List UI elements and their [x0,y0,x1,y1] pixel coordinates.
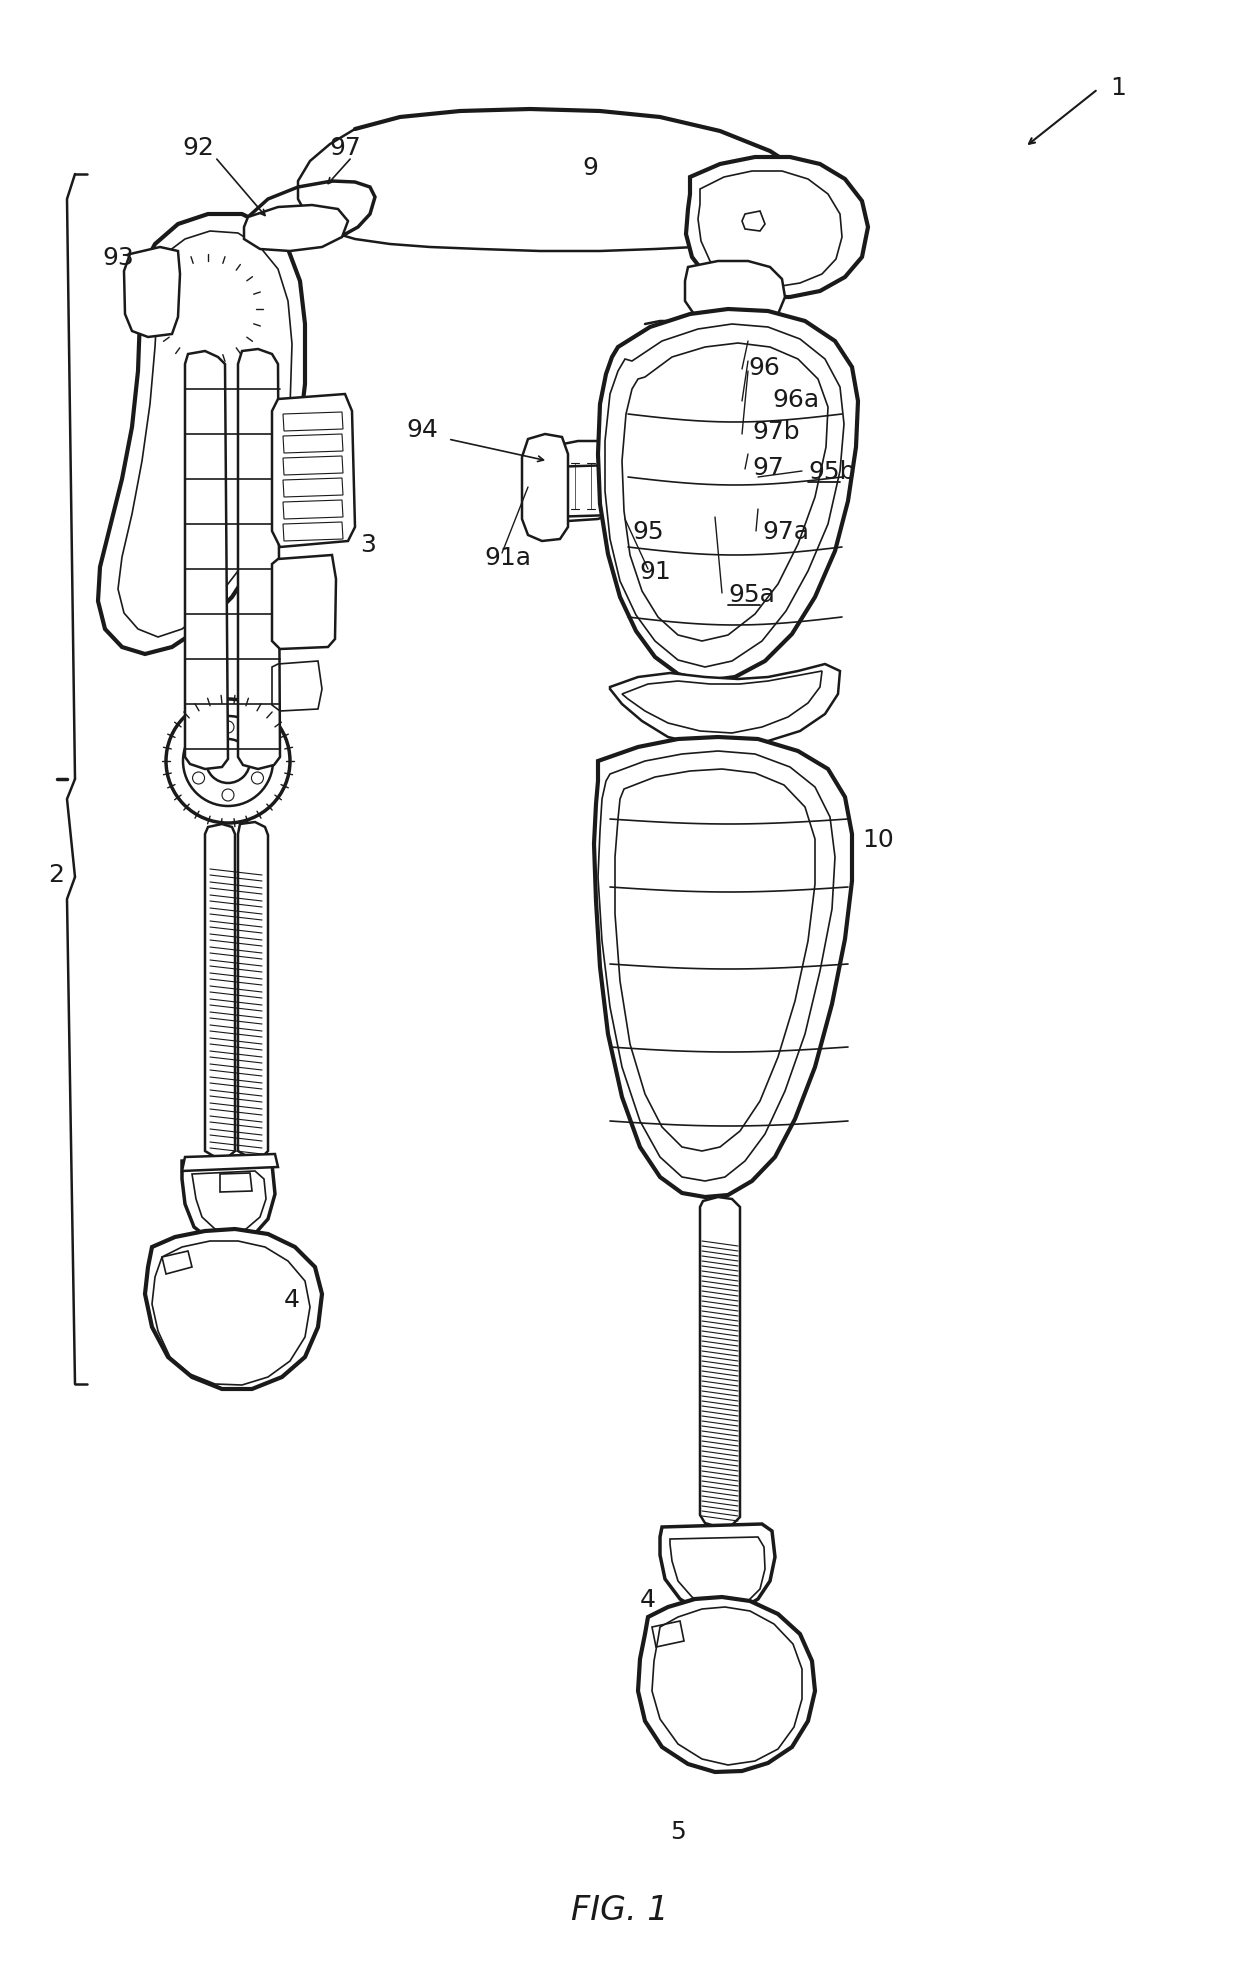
Polygon shape [610,665,839,748]
Polygon shape [742,337,812,477]
Polygon shape [598,310,858,681]
Polygon shape [205,825,236,1158]
Polygon shape [538,442,627,521]
Polygon shape [124,249,180,337]
Text: 2: 2 [48,862,64,886]
Text: 4: 4 [640,1586,656,1612]
Text: 95: 95 [632,519,663,545]
Text: 97b: 97b [751,420,800,444]
Polygon shape [755,351,800,369]
Polygon shape [686,158,868,298]
Polygon shape [98,215,305,655]
Text: 97: 97 [751,456,784,479]
Polygon shape [182,1154,278,1172]
Text: FIG. 1: FIG. 1 [572,1892,668,1926]
Text: 91: 91 [639,560,671,584]
Polygon shape [244,205,348,253]
Text: 93: 93 [102,247,134,270]
Polygon shape [145,1229,322,1389]
Polygon shape [538,462,760,517]
Text: 97: 97 [329,136,361,160]
Text: 92: 92 [182,136,215,160]
Polygon shape [701,1198,740,1527]
Polygon shape [272,395,355,548]
Polygon shape [185,351,228,769]
Polygon shape [242,182,374,249]
Text: 95a: 95a [728,582,775,606]
Polygon shape [639,1598,815,1772]
Text: 3: 3 [360,533,376,556]
Text: 9: 9 [582,156,598,180]
Text: 96: 96 [748,355,780,381]
Text: 95b: 95b [808,460,856,483]
Text: 4: 4 [284,1286,300,1312]
Text: 91a: 91a [485,547,532,570]
Text: 1: 1 [1110,77,1126,101]
Text: 97a: 97a [763,519,808,545]
Text: 10: 10 [862,827,894,852]
Polygon shape [594,738,852,1198]
Polygon shape [660,1525,775,1616]
Polygon shape [238,823,268,1158]
Polygon shape [182,1158,275,1245]
Text: 96a: 96a [773,389,820,412]
Polygon shape [272,556,336,649]
Text: 5: 5 [670,1819,686,1843]
Polygon shape [684,262,785,329]
Text: 94: 94 [405,418,438,442]
Polygon shape [238,349,280,769]
Polygon shape [522,434,568,543]
